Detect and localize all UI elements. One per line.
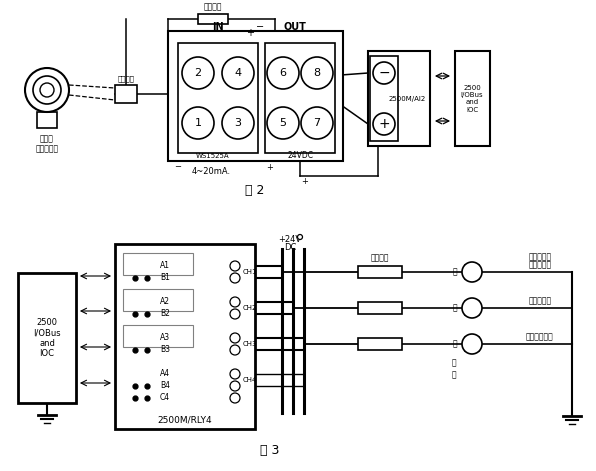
Bar: [198, 14, 228, 24]
Bar: [178, 43, 258, 153]
Text: −: −: [256, 22, 264, 32]
Bar: [115, 85, 137, 103]
Text: WS1525A: WS1525A: [196, 153, 230, 159]
Bar: [18, 273, 76, 403]
Bar: [123, 253, 193, 275]
Circle shape: [230, 273, 240, 283]
Circle shape: [301, 57, 333, 89]
Text: +: +: [378, 117, 390, 131]
Text: CH2: CH2: [243, 305, 257, 311]
Text: 报: 报: [453, 340, 457, 349]
Circle shape: [301, 107, 333, 139]
Text: DC: DC: [284, 243, 296, 252]
Text: +: +: [246, 28, 254, 38]
Text: +: +: [302, 177, 309, 186]
Circle shape: [230, 369, 240, 379]
Text: 中间分离器: 中间分离器: [529, 252, 551, 261]
Text: 2500
I/OBus
and
IOC: 2500 I/OBus and IOC: [33, 318, 61, 358]
Text: −: −: [378, 66, 390, 80]
Text: C4: C4: [160, 393, 170, 403]
Text: 4~20mA.: 4~20mA.: [191, 167, 231, 176]
Text: 1: 1: [194, 118, 201, 128]
Circle shape: [182, 107, 214, 139]
Text: 图 2: 图 2: [246, 185, 265, 197]
Bar: [37, 112, 57, 128]
Circle shape: [230, 309, 240, 319]
Text: 2500M/AI2: 2500M/AI2: [389, 96, 426, 102]
Circle shape: [222, 57, 254, 89]
Text: 8: 8: [313, 68, 321, 78]
Circle shape: [40, 83, 54, 97]
Bar: [370, 56, 398, 141]
Text: CH3: CH3: [243, 341, 257, 347]
Bar: [123, 289, 193, 311]
Circle shape: [230, 297, 240, 307]
Text: CH1: CH1: [243, 269, 257, 275]
Text: 4: 4: [234, 68, 241, 78]
Text: A4: A4: [160, 370, 170, 379]
Circle shape: [373, 62, 395, 84]
Text: 声: 声: [453, 268, 457, 276]
Circle shape: [182, 57, 214, 89]
Circle shape: [230, 393, 240, 403]
Text: 2500M/RLY4: 2500M/RLY4: [158, 415, 212, 424]
Bar: [265, 43, 335, 153]
Bar: [115, 244, 255, 429]
Text: 警: 警: [452, 358, 457, 367]
Text: B3: B3: [160, 346, 170, 355]
Text: B4: B4: [160, 382, 170, 390]
Bar: [455, 51, 490, 146]
Text: 液位高报警: 液位高报警: [529, 260, 551, 269]
Text: 液位低报警: 液位低报警: [529, 297, 551, 306]
Text: +: +: [266, 162, 274, 171]
Bar: [368, 51, 430, 146]
Circle shape: [462, 334, 482, 354]
Text: 液位失真报警: 液位失真报警: [526, 333, 554, 341]
Circle shape: [25, 68, 69, 112]
Text: 磁浮子
液位变送器: 磁浮子 液位变送器: [35, 134, 58, 154]
Bar: [358, 338, 402, 350]
Text: 24VDC: 24VDC: [287, 152, 313, 161]
Circle shape: [230, 381, 240, 391]
Circle shape: [222, 107, 254, 139]
Text: −: −: [175, 162, 182, 171]
Bar: [358, 302, 402, 314]
Text: 器: 器: [452, 371, 457, 380]
Circle shape: [267, 57, 299, 89]
Text: 屏蔽电感: 屏蔽电感: [117, 76, 135, 82]
Text: B2: B2: [160, 309, 170, 318]
Bar: [358, 266, 402, 278]
Text: CH4: CH4: [243, 377, 257, 383]
Text: 保险端子: 保险端子: [371, 253, 389, 262]
Text: 光: 光: [453, 303, 457, 312]
Text: 保险端子: 保险端子: [204, 2, 222, 11]
Text: 2500
I/OBus
and
IOC: 2500 I/OBus and IOC: [461, 86, 483, 113]
Text: A1: A1: [160, 261, 170, 270]
Circle shape: [373, 113, 395, 135]
Circle shape: [230, 345, 240, 355]
Text: 6: 6: [280, 68, 287, 78]
Circle shape: [33, 76, 61, 104]
Text: A3: A3: [160, 333, 170, 342]
Bar: [168, 31, 343, 161]
Text: 2: 2: [194, 68, 201, 78]
Circle shape: [462, 262, 482, 282]
Text: 图 3: 图 3: [260, 445, 280, 457]
Circle shape: [267, 107, 299, 139]
Text: 5: 5: [280, 118, 287, 128]
Circle shape: [297, 235, 303, 239]
Text: IN: IN: [212, 22, 224, 32]
Text: 7: 7: [313, 118, 321, 128]
Text: OUT: OUT: [284, 22, 306, 32]
Circle shape: [230, 333, 240, 343]
Text: +24V: +24V: [278, 235, 302, 244]
Text: A2: A2: [160, 298, 170, 307]
Circle shape: [230, 261, 240, 271]
Bar: [123, 325, 193, 347]
Circle shape: [462, 298, 482, 318]
Text: B1: B1: [160, 274, 170, 283]
Text: 3: 3: [234, 118, 241, 128]
